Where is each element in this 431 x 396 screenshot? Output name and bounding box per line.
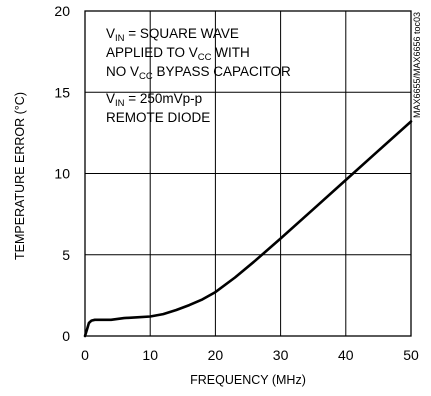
y-tick-label: 20: [54, 3, 70, 19]
annotation-line-2: APPLIED TO VCC WITH: [106, 45, 250, 63]
x-tick-label: 50: [403, 347, 419, 363]
x-tick-label: 0: [81, 347, 89, 363]
annotation-line-5: REMOTE DIODE: [106, 110, 210, 125]
y-tick-labels: 0 5 10 15 20: [54, 3, 70, 344]
figure-id-label: MAX6655/MAX6656 toc03: [412, 12, 422, 118]
x-tick-label: 30: [273, 347, 289, 363]
y-axis-title: TEMPERATURE ERROR (°C): [13, 92, 27, 260]
y-tick-label: 5: [62, 247, 70, 263]
y-tick-label: 15: [54, 84, 70, 100]
annotation-line-1: VIN = SQUARE WAVE: [106, 26, 239, 44]
y-tick-label: 0: [62, 328, 70, 344]
x-tick-label: 20: [208, 347, 224, 363]
grid: [85, 11, 411, 336]
series-line: [83, 120, 413, 338]
x-axis-title: FREQUENCY (MHz): [190, 373, 306, 387]
x-tick-label: 10: [142, 347, 158, 363]
annotation-line-3: NO VCC BYPASS CAPACITOR: [106, 64, 291, 82]
x-tick-label: 40: [338, 347, 354, 363]
x-tick-labels: 0 10 20 30 40 50: [81, 347, 419, 363]
annotation-line-4: VIN = 250mVp-p: [106, 91, 202, 109]
y-tick-label: 10: [54, 166, 70, 182]
